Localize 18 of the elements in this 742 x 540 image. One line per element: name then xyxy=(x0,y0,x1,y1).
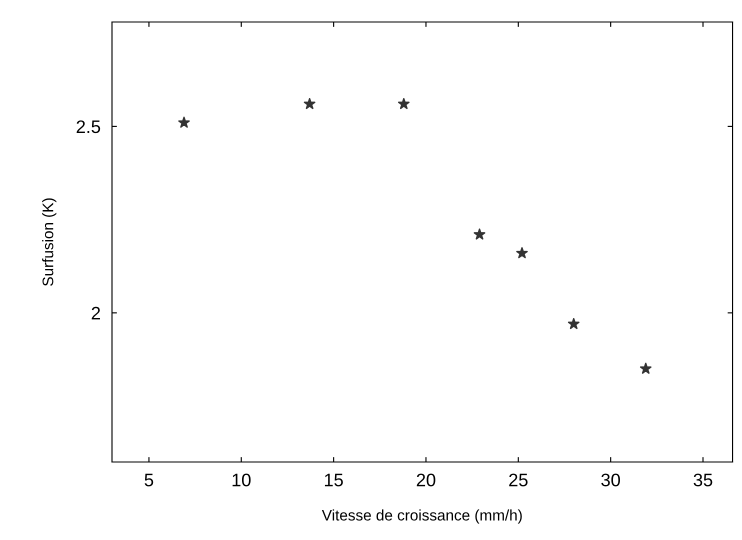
x-tick-label: 10 xyxy=(232,474,251,486)
x-tick-label: 35 xyxy=(694,474,712,486)
x-tick-label: 15 xyxy=(324,474,343,486)
point xyxy=(474,228,486,240)
x-tick-label: 25 xyxy=(509,474,528,486)
point xyxy=(640,362,652,374)
y-tick-label: 2 xyxy=(92,306,100,320)
y-axis-title: Surfusion (K) xyxy=(42,198,56,286)
x-tick-label: 5 xyxy=(144,474,154,486)
point xyxy=(516,247,528,258)
point xyxy=(568,318,580,330)
x-axis-title: Vitesse de croissance (mm/h) xyxy=(322,509,522,524)
x-tick-label: 30 xyxy=(601,474,620,486)
x-tick-label: 20 xyxy=(416,474,436,486)
y-tick-label: 2.5 xyxy=(76,120,100,134)
point xyxy=(178,116,190,128)
point xyxy=(398,98,410,110)
point xyxy=(304,98,316,110)
